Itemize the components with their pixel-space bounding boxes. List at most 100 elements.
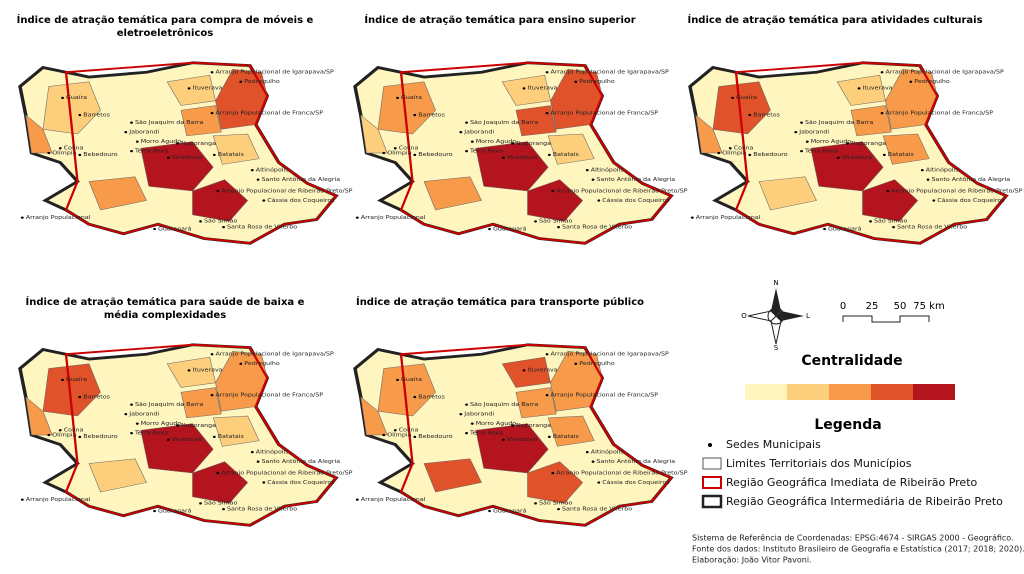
sede xyxy=(551,189,555,193)
place-label: Barretos xyxy=(753,113,780,118)
place-label: Guaíra xyxy=(401,95,422,101)
place-label: Viradouro xyxy=(507,437,538,442)
sede xyxy=(557,507,560,511)
place-label: Pedregulho xyxy=(244,361,280,366)
municipality xyxy=(192,179,249,222)
sede xyxy=(78,113,82,117)
place-label: Jaborandi xyxy=(128,412,159,417)
place-label: São Simão xyxy=(874,219,908,224)
place-label: Nuporanga xyxy=(181,423,216,428)
place-label: Nuporanga xyxy=(516,141,551,146)
sede xyxy=(210,71,214,74)
place-label: Guatapará xyxy=(493,226,527,232)
place-label: Pedregulho xyxy=(244,79,280,84)
place-label: Arranjo Populacional de Igarapava/SP xyxy=(551,70,670,75)
place-label: Nuporanga xyxy=(851,141,886,146)
sede xyxy=(488,509,491,513)
legend-intermediaria xyxy=(701,494,723,509)
place-label: Arranjo Populacional xyxy=(26,497,91,502)
place-label: Arranjo Populacional de Ribeirão Preto/S… xyxy=(556,189,688,194)
sede xyxy=(545,393,549,397)
place-label: Colina xyxy=(399,428,419,433)
sede xyxy=(459,412,463,416)
place-label: Colina xyxy=(64,146,84,151)
municipality xyxy=(712,81,771,135)
sede xyxy=(176,424,179,427)
place-label: Guaíra xyxy=(736,95,757,101)
sede xyxy=(597,481,601,484)
sede xyxy=(262,199,266,202)
place-label: São Simão xyxy=(204,219,238,224)
sede xyxy=(597,199,601,202)
place-label: Santo Antônio da Alegria xyxy=(597,176,676,182)
municipality xyxy=(423,458,482,493)
sede xyxy=(857,87,861,90)
sede xyxy=(61,96,64,100)
municipality xyxy=(475,141,549,192)
sede xyxy=(869,220,872,223)
place-label: Cássia dos Coqueiros xyxy=(937,197,1004,203)
sede xyxy=(547,153,551,157)
place-label: Morro Agudo xyxy=(141,139,182,144)
map-panel: Guaíra Barretos Colina Jaborandi São Joaquim… xyxy=(18,343,353,527)
sede xyxy=(413,113,417,117)
legend-item: Sedes Municipais xyxy=(726,438,821,451)
sede xyxy=(880,71,884,74)
place-label: Arranjo Populacional de Ribeirão Preto/S… xyxy=(891,189,1023,194)
sede xyxy=(130,149,133,153)
municipality xyxy=(501,74,551,106)
place-label: Arranjo Populacional de Igarapava/SP xyxy=(216,352,335,357)
panel-title: Índice de atração temática para transpor… xyxy=(355,297,645,308)
panel-title: Índice de atração temática para atividad… xyxy=(687,15,983,26)
legend-item: Limites Territoriais dos Municípios xyxy=(726,457,912,470)
place-label: Arranjo Populacional xyxy=(696,215,761,220)
sede xyxy=(212,435,216,439)
sede xyxy=(465,121,468,124)
sede xyxy=(199,502,202,505)
municipality xyxy=(140,141,214,192)
place-label: Santo Antônio da Alegria xyxy=(262,458,341,464)
sede xyxy=(465,403,468,406)
sede xyxy=(222,507,225,511)
municipality xyxy=(377,81,436,135)
sede xyxy=(534,502,537,505)
legend-imediata xyxy=(702,476,722,489)
sede xyxy=(130,403,133,406)
place-label: Jaborandi xyxy=(463,412,494,417)
sede xyxy=(250,450,254,454)
sede xyxy=(880,111,884,115)
imediata-outline xyxy=(399,61,673,245)
municipality xyxy=(882,133,930,165)
sede xyxy=(846,142,849,145)
municipality xyxy=(42,363,101,417)
place-label: Arranjo Populacional de Franca/SP xyxy=(551,393,659,398)
place-label: Bebedouro xyxy=(83,435,118,440)
place-label: São Simão xyxy=(204,501,238,506)
place-label: Guaíra xyxy=(66,95,87,101)
place-label: São Joaquim da Barra xyxy=(470,402,539,407)
place-label: Guatapará xyxy=(828,226,862,232)
sede xyxy=(256,178,260,181)
place-label: Viradouro xyxy=(172,437,203,442)
sede xyxy=(20,498,24,501)
sede xyxy=(413,395,417,399)
place-label: Morro Agudo xyxy=(811,139,852,144)
place-label: Santa Rosa de Viterbo xyxy=(897,225,968,230)
sede xyxy=(805,140,809,143)
place-label: Guatapará xyxy=(158,508,192,514)
sede xyxy=(58,147,62,150)
place-label: Pedregulho xyxy=(914,79,950,84)
sede xyxy=(393,429,397,432)
municipality xyxy=(212,415,260,447)
place-label: Batatais xyxy=(218,435,244,440)
place-label: Terra Roxa xyxy=(469,431,504,436)
scale-label: 75 km xyxy=(913,301,944,312)
sede xyxy=(187,369,191,372)
municipality xyxy=(25,114,53,154)
municipality xyxy=(360,396,388,436)
sede xyxy=(216,471,220,475)
place-label: Olímpia xyxy=(52,432,77,438)
sede xyxy=(836,156,840,159)
